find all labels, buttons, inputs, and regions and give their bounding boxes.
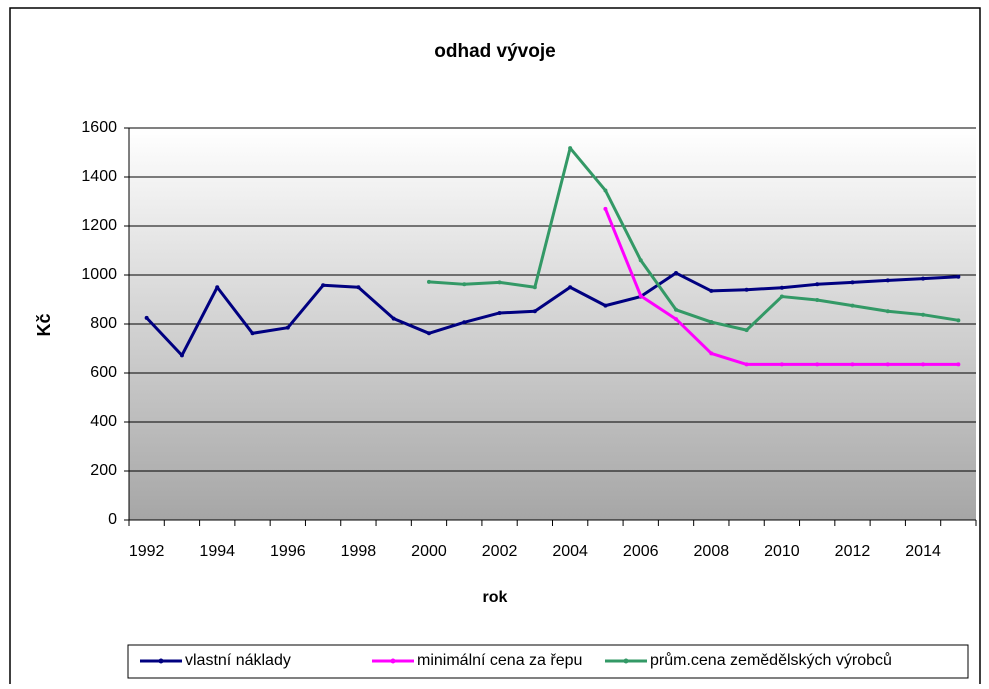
point xyxy=(674,307,679,312)
point xyxy=(779,294,784,299)
point xyxy=(709,351,714,356)
point xyxy=(426,331,431,336)
legend-label: minimální cena za řepu xyxy=(417,652,582,669)
point xyxy=(779,285,784,290)
x-tick-label: 2012 xyxy=(835,543,871,560)
point xyxy=(497,280,502,285)
point xyxy=(215,285,220,290)
x-tick-label: 2006 xyxy=(623,543,659,560)
point xyxy=(921,276,926,281)
point xyxy=(462,320,467,325)
x-tick-label: 2002 xyxy=(482,543,518,560)
x-tick-label: 2014 xyxy=(905,543,941,560)
point xyxy=(921,362,926,367)
point xyxy=(532,285,537,290)
y-tick-label: 1200 xyxy=(81,217,117,234)
point xyxy=(568,146,573,151)
point xyxy=(885,278,890,283)
point xyxy=(568,285,573,290)
legend xyxy=(127,644,969,679)
point xyxy=(250,331,255,336)
legend-marker xyxy=(623,658,629,664)
y-tick-label: 1400 xyxy=(81,168,117,185)
point xyxy=(321,283,326,288)
y-tick-label: 600 xyxy=(90,364,117,381)
point xyxy=(391,316,396,321)
point xyxy=(815,282,820,287)
point xyxy=(497,310,502,315)
point xyxy=(779,362,784,367)
point xyxy=(638,293,643,298)
point xyxy=(921,312,926,317)
point xyxy=(956,362,961,367)
x-tick-label: 2008 xyxy=(694,543,730,560)
point xyxy=(744,362,749,367)
point xyxy=(603,303,608,308)
point xyxy=(674,271,679,276)
x-axis-label: rok xyxy=(483,589,508,606)
point xyxy=(850,280,855,285)
point xyxy=(638,258,643,263)
y-axis-label: Kč xyxy=(34,313,54,336)
x-tick-label: 2000 xyxy=(411,543,447,560)
point xyxy=(744,287,749,292)
point xyxy=(179,353,184,358)
point xyxy=(815,297,820,302)
point xyxy=(462,282,467,287)
point xyxy=(603,188,608,193)
point xyxy=(144,315,149,320)
point xyxy=(356,285,361,290)
point xyxy=(956,274,961,279)
x-tick-label: 1998 xyxy=(341,543,377,560)
point xyxy=(815,362,820,367)
point xyxy=(709,320,714,325)
y-tick-label: 1000 xyxy=(81,266,117,283)
point xyxy=(850,303,855,308)
x-tick-label: 2004 xyxy=(552,543,588,560)
y-tick-label: 800 xyxy=(90,315,117,332)
x-tick-label: 1994 xyxy=(199,543,235,560)
legend-marker xyxy=(158,658,164,664)
y-tick-label: 0 xyxy=(108,511,117,528)
point xyxy=(744,328,749,333)
series-line xyxy=(428,146,959,332)
y-tick-label: 400 xyxy=(90,413,117,430)
x-tick-label: 1992 xyxy=(129,543,165,560)
point xyxy=(885,362,890,367)
point xyxy=(885,309,890,314)
legend-label: prům.cena zemědělských výrobců xyxy=(650,651,892,669)
x-tick-label: 2010 xyxy=(764,543,800,560)
point xyxy=(674,317,679,322)
series-line xyxy=(145,271,959,357)
y-tick-label: 1600 xyxy=(81,119,117,136)
point xyxy=(285,325,290,330)
x-tick-label: 1996 xyxy=(270,543,306,560)
legend-marker xyxy=(390,658,396,664)
legend-label: vlastní náklady xyxy=(185,652,291,669)
point xyxy=(532,309,537,314)
point xyxy=(850,362,855,367)
point xyxy=(603,206,608,211)
point xyxy=(956,318,961,323)
point xyxy=(426,279,431,284)
chart-title: odhad vývoje xyxy=(434,41,555,62)
y-tick-label: 200 xyxy=(90,462,117,479)
point xyxy=(709,288,714,293)
